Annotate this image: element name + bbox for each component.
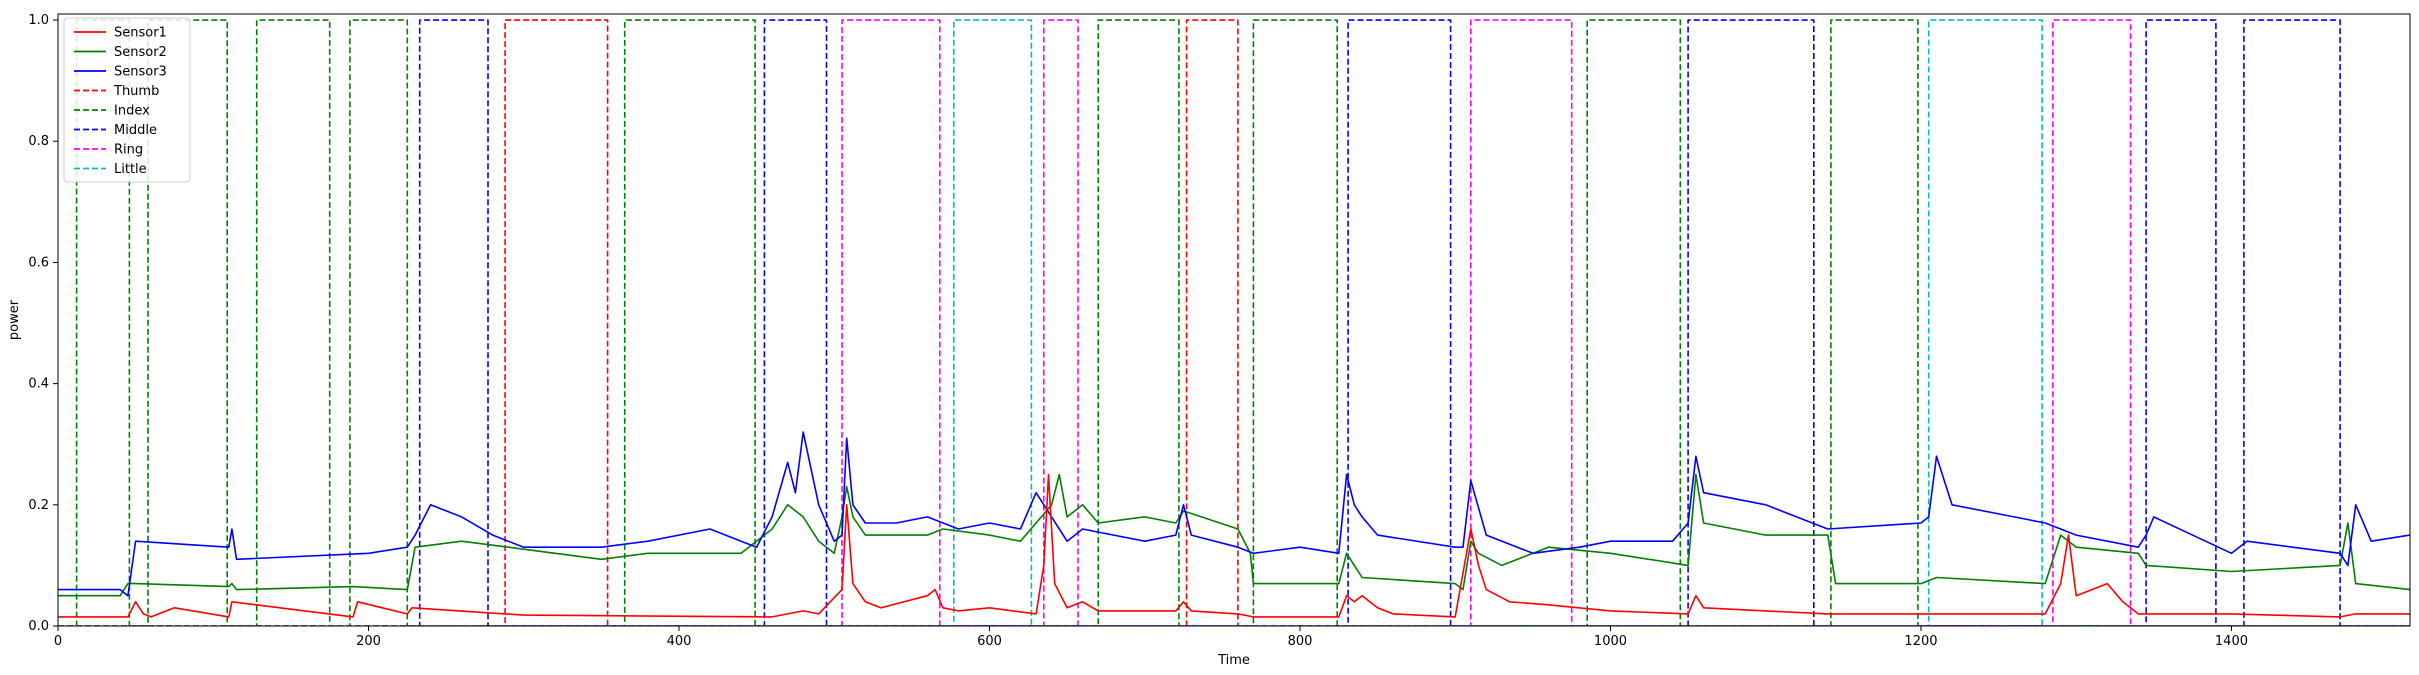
series-line-sensor1 bbox=[58, 473, 2410, 618]
legend-label-sensor3: Sensor3 bbox=[114, 65, 167, 80]
series-line-index bbox=[58, 19, 2410, 626]
x-axis-label: Time bbox=[1217, 653, 1250, 668]
series-line-sensor2 bbox=[58, 473, 2410, 597]
y-tick-label: 0.6 bbox=[28, 255, 49, 270]
y-tick-label: 0.0 bbox=[28, 619, 49, 634]
x-tick-label: 1400 bbox=[2215, 634, 2248, 649]
legend: Sensor1 Sensor2 Sensor3 Thumb Index Middle Rin… bbox=[63, 17, 191, 183]
y-axis: 0.0 0.2 0.4 0.6 0.8 1.0 bbox=[28, 13, 58, 634]
x-tick-label: 0 bbox=[54, 634, 62, 649]
y-tick-label: 0.4 bbox=[28, 377, 49, 392]
x-tick-label: 400 bbox=[667, 634, 692, 649]
series-line-thumb bbox=[58, 19, 2410, 626]
legend-label-sensor2: Sensor2 bbox=[114, 45, 167, 60]
axes-frame bbox=[57, 13, 2411, 627]
legend-box bbox=[63, 17, 191, 183]
legend-label-little: Little bbox=[114, 162, 147, 177]
x-tick-label: 600 bbox=[977, 634, 1002, 649]
legend-label-ring: Ring bbox=[114, 143, 143, 158]
series-layer bbox=[58, 19, 2410, 626]
series-line-sensor3 bbox=[58, 431, 2410, 597]
legend-label-index: Index bbox=[114, 104, 150, 119]
y-axis-label: power bbox=[7, 299, 22, 340]
legend-label-middle: Middle bbox=[114, 123, 157, 138]
series-line-little bbox=[58, 19, 2410, 626]
x-tick-label: 1200 bbox=[1904, 634, 1937, 649]
x-tick-label: 1000 bbox=[1594, 634, 1627, 649]
y-tick-label: 1.0 bbox=[28, 13, 49, 28]
series-line-ring bbox=[58, 19, 2410, 626]
x-tick-label: 800 bbox=[1288, 634, 1313, 649]
x-axis: 0 200 400 600 800 1000 1200 1400 bbox=[54, 626, 2248, 649]
y-tick-label: 0.8 bbox=[28, 134, 49, 149]
x-tick-label: 200 bbox=[356, 634, 381, 649]
legend-label-thumb: Thumb bbox=[113, 84, 159, 99]
legend-label-sensor1: Sensor1 bbox=[114, 26, 167, 41]
y-tick-label: 0.2 bbox=[28, 498, 49, 513]
series-line-middle bbox=[58, 19, 2410, 626]
